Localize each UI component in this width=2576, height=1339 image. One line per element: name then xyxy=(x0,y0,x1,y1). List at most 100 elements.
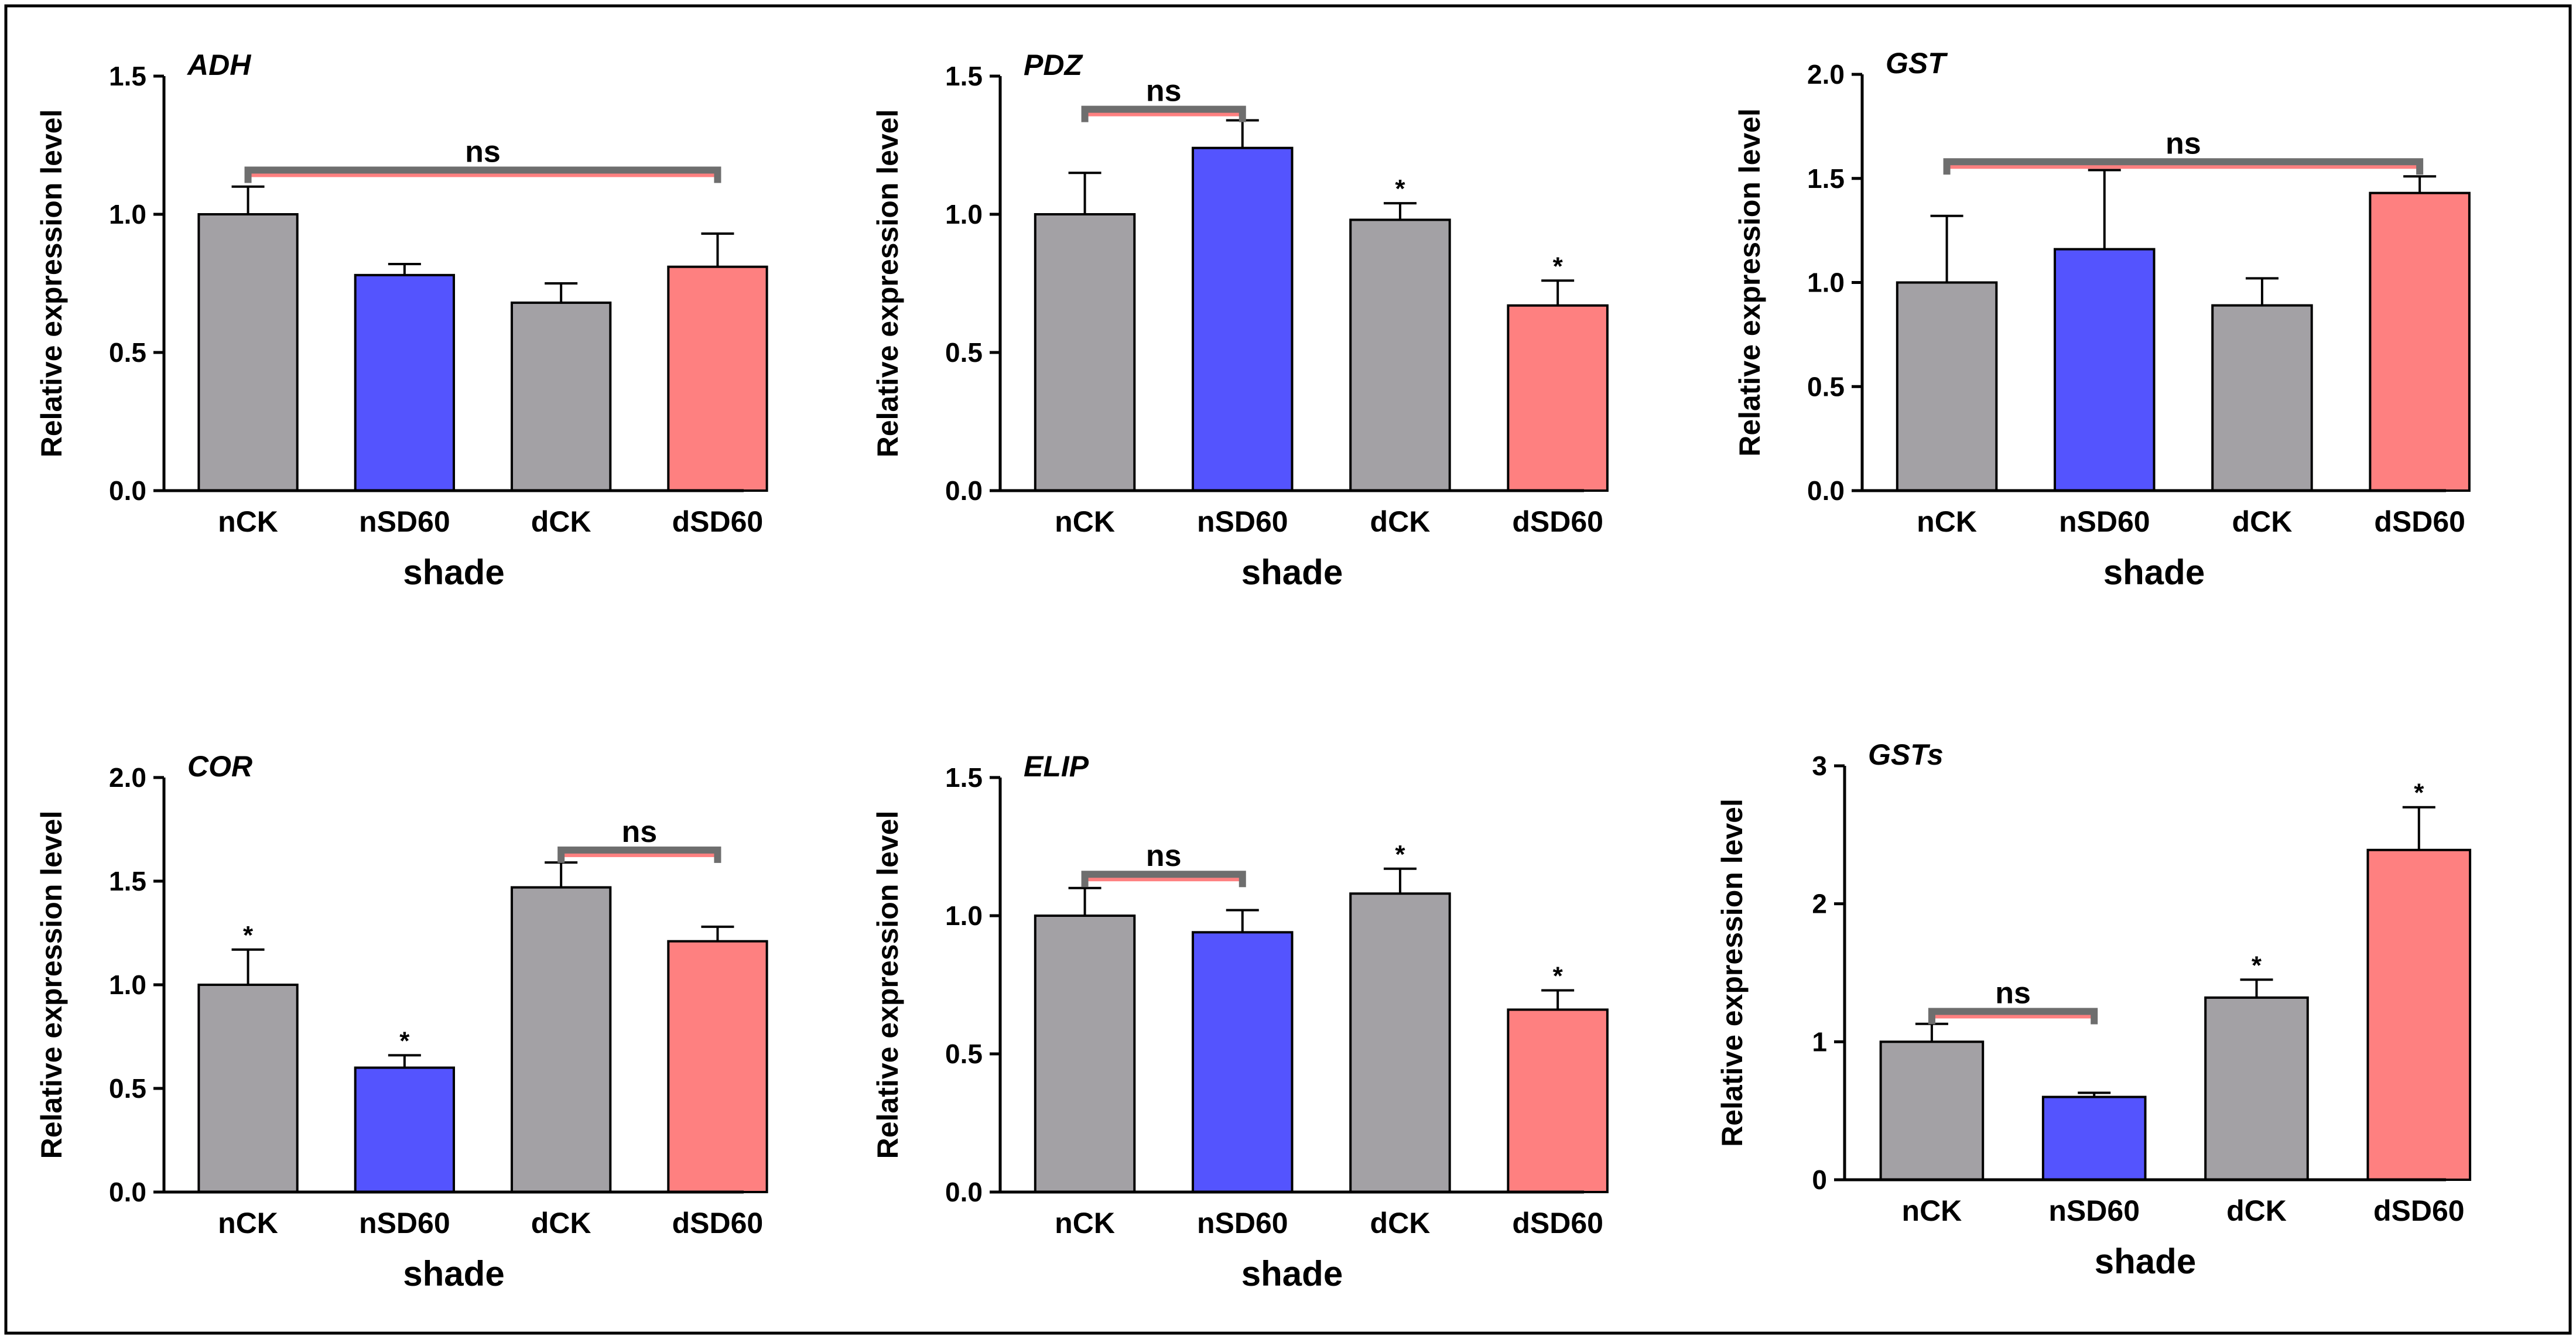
x-tick-label: dSD60 xyxy=(1512,505,1603,538)
x-tick-label: dCK xyxy=(2226,1194,2287,1227)
significance-star: * xyxy=(2414,779,2424,807)
x-tick-label: dSD60 xyxy=(672,1207,764,1239)
y-axis-label: Relative expression level xyxy=(871,109,904,458)
panel-title: ELIP xyxy=(1024,750,1089,783)
chart-panel-cor: * nCK * nSD60 dCK dSD60 0.0 0.5 1.0 1.5 2.0 ns COR sh… xyxy=(35,750,768,1293)
x-tick-label: nSD60 xyxy=(1197,1207,1288,1239)
significance-star: * xyxy=(243,921,254,950)
x-tick-label: dSD60 xyxy=(2374,505,2465,538)
chart-panel-elip: nCK nSD60 * dCK * dSD60 0.0 0.5 1.0 1.5 ns ELIP shad… xyxy=(871,750,1609,1293)
chart-panel-adh: nCK nSD60 dCK dSD60 0.0 0.5 1.0 1.5 ns ADH shade Re… xyxy=(35,49,768,592)
y-tick-label: 1.5 xyxy=(945,762,983,793)
y-tick-label: 0.0 xyxy=(109,1177,146,1207)
ns-bracket xyxy=(557,846,721,863)
bar-nck xyxy=(197,984,299,1193)
bar-nsd60 xyxy=(354,273,456,492)
ns-bracket xyxy=(1928,1008,2098,1025)
y-tick-label: 0.5 xyxy=(1807,371,1845,402)
x-tick-label: nCK xyxy=(1902,1194,1962,1227)
significance-star: * xyxy=(1553,961,1564,990)
panel-title: COR xyxy=(187,750,252,783)
y-tick-label: 1.5 xyxy=(1807,163,1845,194)
bar-nsd60 xyxy=(1192,931,1294,1193)
ns-bracket xyxy=(1081,871,1246,888)
x-tick-label: dCK xyxy=(531,505,591,538)
bar-nck xyxy=(1034,915,1136,1193)
ns-label: ns xyxy=(465,135,501,169)
panel-title: GST xyxy=(1886,47,1948,80)
panel-title: GSTs xyxy=(1868,738,1944,771)
y-axis-label: Relative expression level xyxy=(1733,108,1766,457)
y-tick-label: 0.0 xyxy=(945,1177,983,1207)
bar-dck xyxy=(2211,304,2313,492)
y-tick-label: 0.5 xyxy=(945,1039,983,1069)
x-axis-label: shade xyxy=(2095,1242,2196,1281)
bar-nck xyxy=(197,213,299,492)
significance-star: * xyxy=(1395,174,1405,203)
bar-dck xyxy=(511,302,612,492)
x-axis-label: shade xyxy=(403,1254,504,1293)
y-axis-label: Relative expression level xyxy=(35,109,68,458)
significance-star: * xyxy=(399,1026,410,1055)
x-tick-label: dSD60 xyxy=(672,505,764,538)
x-tick-label: nSD60 xyxy=(2059,505,2150,538)
ns-bracket xyxy=(1943,158,2424,175)
ns-label: ns xyxy=(1146,74,1182,108)
bar-dsd60 xyxy=(2369,191,2471,492)
chart-panel-pdz: nCK nSD60 * dCK * dSD60 0.0 0.5 1.0 1.5 ns PDZ shade… xyxy=(871,49,1609,592)
x-axis-label: shade xyxy=(2103,553,2205,592)
x-tick-label: nSD60 xyxy=(359,1207,450,1239)
ns-label: ns xyxy=(2166,126,2201,160)
bar-dck xyxy=(2204,996,2309,1182)
x-tick-label: nSD60 xyxy=(359,505,450,538)
bar-dck xyxy=(1349,218,1451,492)
bar-dck xyxy=(511,886,612,1193)
y-axis-label: Relative expression level xyxy=(35,811,68,1159)
y-tick-label: 1.0 xyxy=(945,199,983,230)
y-axis-label: Relative expression level xyxy=(871,811,904,1159)
x-tick-label: nCK xyxy=(218,1207,278,1239)
ns-bracket xyxy=(244,166,721,183)
bar-nsd60 xyxy=(2041,1095,2147,1181)
y-tick-label: 1.0 xyxy=(109,970,146,1000)
significance-star: * xyxy=(1553,252,1564,280)
y-tick-label: 0 xyxy=(1812,1165,1827,1195)
y-tick-label: 2 xyxy=(1812,889,1827,919)
x-tick-label: dCK xyxy=(2232,505,2293,538)
y-tick-label: 1.0 xyxy=(945,900,983,931)
y-tick-label: 1.5 xyxy=(945,61,983,91)
bar-dsd60 xyxy=(1507,304,1609,492)
bar-nck xyxy=(1879,1040,1985,1182)
y-tick-label: 0.5 xyxy=(109,1073,146,1104)
bar-nsd60 xyxy=(1192,146,1294,492)
y-tick-label: 2.0 xyxy=(109,762,146,793)
x-tick-label: nCK xyxy=(1917,505,1977,538)
bar-dsd60 xyxy=(2366,848,2472,1182)
x-tick-label: nCK xyxy=(1055,505,1115,538)
y-tick-label: 1.0 xyxy=(109,199,146,230)
significance-star: * xyxy=(1395,840,1405,869)
bar-dsd60 xyxy=(1507,1008,1609,1193)
y-tick-label: 0.0 xyxy=(945,475,983,506)
bar-dck xyxy=(1349,892,1451,1193)
y-axis-label: Relative expression level xyxy=(1716,799,1749,1147)
x-tick-label: nCK xyxy=(218,505,278,538)
y-tick-label: 1.5 xyxy=(109,61,146,91)
x-tick-label: dCK xyxy=(1370,1207,1431,1239)
chart-panel-gst: nCK nSD60 dCK dSD60 0.0 0.5 1.0 1.5 2.0 ns GST shad… xyxy=(1733,47,2471,592)
x-tick-label: dCK xyxy=(531,1207,591,1239)
panel-title: ADH xyxy=(186,49,251,81)
significance-star: * xyxy=(2252,951,2262,980)
panel-title: PDZ xyxy=(1024,49,1083,81)
ns-bracket xyxy=(1081,105,1246,122)
ns-label: ns xyxy=(621,815,657,849)
y-tick-label: 2.0 xyxy=(1807,59,1845,90)
chart-panel-gsts: nCK nSD60 * dCK * dSD60 0 1 2 3 ns GSTs shade Relativ… xyxy=(1716,738,2472,1281)
x-tick-label: dCK xyxy=(1370,505,1431,538)
bar-dsd60 xyxy=(667,265,768,492)
bar-nsd60 xyxy=(2054,248,2156,492)
y-tick-label: 1.5 xyxy=(109,866,146,896)
y-tick-label: 1.0 xyxy=(1807,268,1845,298)
x-tick-label: nSD60 xyxy=(2048,1194,2140,1227)
